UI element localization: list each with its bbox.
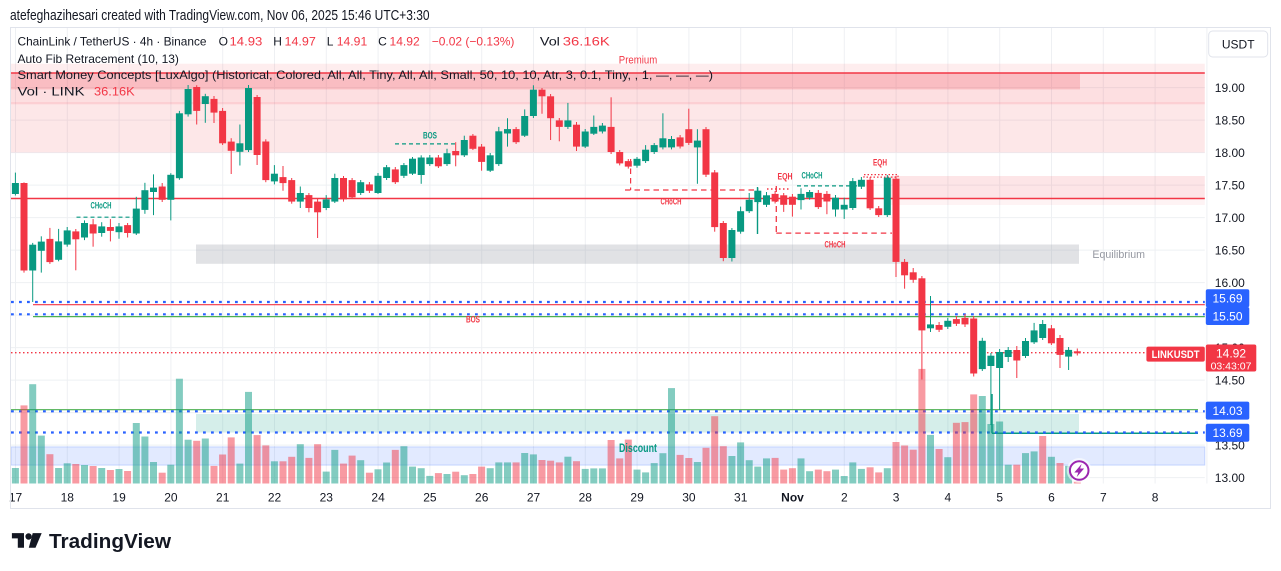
svg-text:6: 6 [1048, 490, 1055, 504]
svg-text:16.00: 16.00 [1215, 276, 1245, 290]
svg-text:36.16K: 36.16K [563, 34, 610, 48]
svg-text:19: 19 [112, 490, 126, 504]
svg-text:Smart Money Concepts [LuxAlgo]: Smart Money Concepts [LuxAlgo] (Historic… [18, 68, 714, 82]
svg-text:CHoCH: CHoCH [91, 201, 112, 211]
svg-text:13.50: 13.50 [1215, 438, 1245, 452]
svg-text:17: 17 [9, 490, 23, 504]
svg-text:8: 8 [1152, 490, 1159, 504]
svg-text:Premium: Premium [619, 54, 657, 66]
svg-text:17.00: 17.00 [1215, 211, 1245, 225]
svg-text:Vol · LINK: Vol · LINK [18, 85, 85, 99]
svg-text:Equilibrium: Equilibrium [1092, 249, 1145, 261]
svg-text:23: 23 [320, 490, 334, 504]
svg-text:3: 3 [893, 490, 900, 504]
svg-text:25: 25 [423, 490, 437, 504]
svg-text:16.50: 16.50 [1215, 243, 1245, 257]
svg-text:O: O [219, 34, 228, 48]
svg-text:18.00: 18.00 [1215, 146, 1245, 160]
svg-text:7: 7 [1100, 490, 1107, 504]
svg-text:18.50: 18.50 [1215, 113, 1245, 127]
svg-text:BOS: BOS [466, 315, 480, 325]
svg-text:TradingView: TradingView [49, 531, 171, 553]
svg-text:2: 2 [841, 490, 848, 504]
svg-text:17.50: 17.50 [1215, 178, 1245, 192]
svg-text:14.50: 14.50 [1215, 373, 1245, 387]
svg-text:USDT: USDT [1222, 38, 1255, 52]
svg-text:Vol: Vol [540, 34, 560, 48]
svg-text:14.93: 14.93 [230, 34, 263, 48]
svg-text:30: 30 [682, 490, 696, 504]
svg-text:28: 28 [579, 490, 593, 504]
svg-text:EQH: EQH [873, 158, 887, 168]
svg-text:LINKUSDT: LINKUSDT [1152, 349, 1200, 361]
svg-text:Discount: Discount [619, 443, 657, 455]
svg-text:BOS: BOS [423, 131, 437, 141]
svg-text:EQH: EQH [778, 172, 793, 182]
svg-text:Nov: Nov [781, 490, 804, 504]
svg-text:29: 29 [630, 490, 644, 504]
svg-text:C: C [378, 34, 387, 48]
svg-text:ChainLink / TetherUS · 4h · Bi: ChainLink / TetherUS · 4h · Binance [18, 34, 207, 48]
svg-text:14.91: 14.91 [337, 34, 368, 48]
svg-text:14.92: 14.92 [1216, 347, 1246, 361]
svg-text:14.03: 14.03 [1212, 404, 1242, 418]
svg-text:L: L [327, 34, 334, 48]
svg-text:14.97: 14.97 [285, 34, 317, 48]
svg-text:CHoCH: CHoCH [825, 240, 846, 250]
svg-text:26: 26 [475, 490, 489, 504]
svg-text:24: 24 [371, 490, 385, 504]
svg-text:13.00: 13.00 [1215, 471, 1245, 485]
svg-text:21: 21 [216, 490, 230, 504]
svg-text:CHoCH: CHoCH [661, 197, 682, 207]
svg-text:36.16K: 36.16K [94, 85, 135, 99]
svg-text:19.00: 19.00 [1215, 81, 1245, 95]
svg-text:22: 22 [268, 490, 282, 504]
svg-text:CHoCH: CHoCH [802, 171, 823, 181]
svg-text:13.69: 13.69 [1212, 426, 1242, 440]
svg-text:5: 5 [996, 490, 1003, 504]
svg-text:4: 4 [945, 490, 952, 504]
svg-text:03:43:07: 03:43:07 [1211, 361, 1252, 373]
svg-text:−0.02 (−0.13%): −0.02 (−0.13%) [432, 34, 515, 48]
svg-text:27: 27 [527, 490, 541, 504]
svg-text:Auto Fib Retracement (10, 13): Auto Fib Retracement (10, 13) [18, 52, 179, 66]
svg-text:20: 20 [164, 490, 178, 504]
svg-text:atefeghazihesari created with: atefeghazihesari created with TradingVie… [10, 7, 430, 24]
svg-text:15.50: 15.50 [1212, 309, 1242, 323]
svg-text:18: 18 [61, 490, 75, 504]
svg-text:31: 31 [734, 490, 748, 504]
svg-text:H: H [273, 34, 282, 48]
svg-text:15.69: 15.69 [1212, 292, 1242, 306]
svg-text:14.92: 14.92 [390, 34, 421, 48]
